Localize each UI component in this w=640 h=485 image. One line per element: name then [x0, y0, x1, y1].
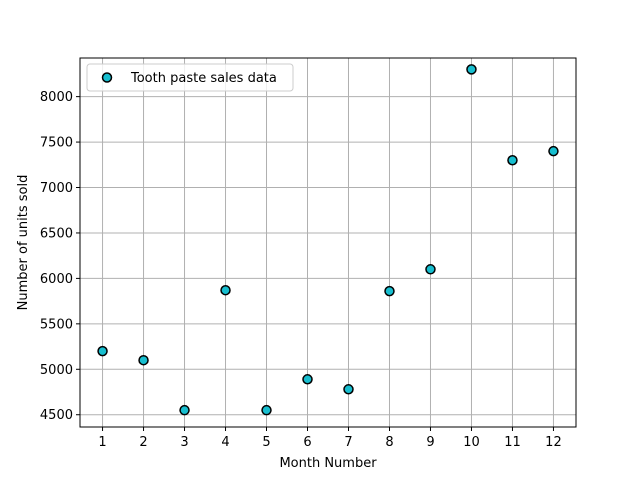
y-tick-label: 7000: [40, 181, 73, 196]
x-tick-label: 7: [344, 435, 352, 450]
x-tick-label: 8: [385, 435, 393, 450]
y-tick-label: 8000: [40, 90, 73, 105]
x-tick-label: 1: [98, 435, 106, 450]
x-tick-label: 10: [463, 435, 480, 450]
data-point: [466, 64, 477, 75]
data-point: [179, 404, 190, 416]
legend: Tooth paste sales data: [86, 63, 294, 92]
data-point: [425, 264, 436, 275]
data-point: [343, 384, 354, 395]
data-point: [138, 354, 149, 366]
data-point: [384, 285, 395, 297]
axes-frame: [79, 57, 577, 428]
data-point: [97, 345, 108, 357]
x-tick-label: 9: [426, 435, 434, 450]
grid-lines: [80, 58, 576, 427]
x-axis-label: Month Number: [279, 456, 377, 471]
data-point: [507, 154, 518, 166]
plot-area-background: [80, 58, 576, 427]
x-tick-label: 4: [221, 435, 229, 450]
x-tick-label: 2: [139, 435, 147, 450]
y-tick-label: 5500: [40, 317, 73, 332]
x-tick-label: 6: [303, 435, 311, 450]
x-tick-label: 5: [262, 435, 270, 450]
data-point: [302, 374, 313, 385]
data-point: [261, 404, 272, 416]
legend-marker: [101, 72, 113, 83]
y-tick-label: 5000: [40, 363, 73, 378]
data-point: [548, 145, 559, 157]
y-tick-label: 4500: [40, 408, 73, 423]
data-point: [220, 284, 231, 296]
y-tick-label: 6500: [40, 226, 73, 241]
y-tick-label: 7500: [40, 136, 73, 151]
x-tick-label: 11: [504, 435, 521, 450]
axis-ticks: 1 2 3 4 5 6 7 8 9 10 11 124500500055006000650070007…: [40, 90, 562, 450]
x-tick-label: 12: [545, 435, 562, 450]
legend-box: [86, 63, 294, 92]
y-axis-label: Number of units sold: [16, 175, 31, 311]
x-tick-label: 3: [180, 435, 188, 450]
legend-label: Tooth paste sales data: [130, 71, 277, 86]
data-points: [97, 64, 559, 416]
y-tick-label: 6000: [40, 272, 73, 287]
